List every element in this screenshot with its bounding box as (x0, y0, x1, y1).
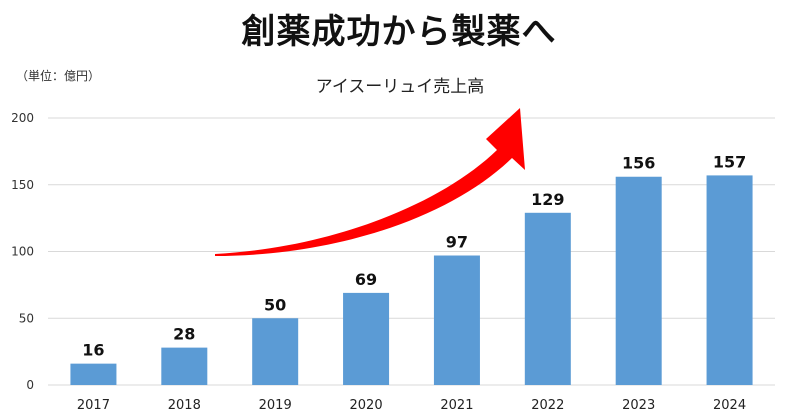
x-tick-label: 2023 (622, 398, 655, 413)
gridlines (48, 117, 775, 386)
x-tick-label: 2022 (531, 398, 564, 413)
unit-label: （単位：億円） (16, 68, 100, 83)
data-label: 156 (622, 154, 655, 173)
x-axis-ticks: 2017 2018 2019 2020 2021 2022 2023 2024 (77, 398, 746, 413)
y-tick-label: 100 (11, 245, 34, 259)
bar-2024 (706, 175, 753, 385)
bar-2018 (161, 347, 208, 385)
x-tick-label: 2019 (259, 398, 292, 413)
y-tick-label: 150 (11, 178, 34, 192)
bars (70, 175, 753, 385)
data-labels: 16 28 50 69 97 129 156 157 (82, 152, 746, 359)
data-label: 50 (264, 295, 286, 314)
data-label: 97 (446, 233, 468, 252)
bar-2023 (615, 176, 662, 385)
growth-arrow (215, 108, 525, 256)
x-tick-label: 2017 (77, 398, 110, 413)
data-label: 157 (713, 152, 746, 171)
y-tick-label: 200 (11, 111, 34, 125)
x-tick-label: 2020 (350, 398, 383, 413)
data-label: 16 (82, 341, 104, 360)
data-label: 69 (355, 270, 377, 289)
bar-2022 (524, 212, 571, 385)
y-axis-ticks: 0 50 100 150 200 (11, 111, 34, 392)
bar-2019 (252, 318, 299, 385)
bar-2021 (433, 255, 480, 385)
bar-2017 (70, 363, 117, 385)
x-tick-label: 2021 (440, 398, 473, 413)
data-label: 28 (173, 325, 195, 344)
y-tick-label: 0 (26, 378, 34, 392)
y-tick-label: 50 (19, 311, 34, 325)
x-tick-label: 2018 (168, 398, 201, 413)
bar-2020 (343, 292, 390, 385)
x-tick-label: 2024 (713, 398, 746, 413)
data-label: 129 (531, 190, 564, 209)
page-headline: 創薬成功から製薬へ (241, 12, 557, 52)
chart-title: アイスーリュイ売上高 (316, 77, 485, 97)
